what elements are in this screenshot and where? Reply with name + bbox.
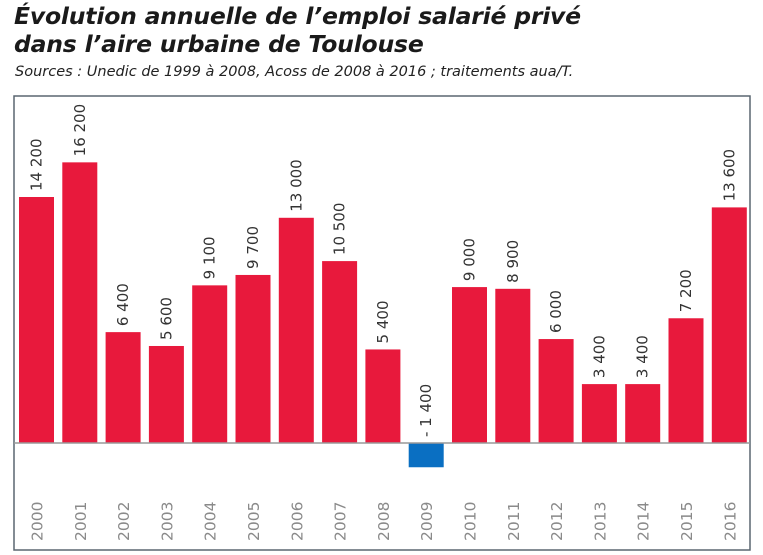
x-tick-label: 2003 xyxy=(158,502,176,541)
data-label: 10 500 xyxy=(331,203,349,256)
data-label: - 1 400 xyxy=(417,384,435,437)
data-label: 13 600 xyxy=(720,149,738,202)
x-tick-label: 2005 xyxy=(245,502,263,541)
data-label: 6 000 xyxy=(547,290,565,333)
x-tick-label: 2012 xyxy=(548,502,566,541)
x-tick-label: 2013 xyxy=(591,502,609,541)
x-tick-label: 2010 xyxy=(462,502,480,541)
bar-2011 xyxy=(495,288,531,443)
bar-2013 xyxy=(581,384,617,443)
data-label: 9 700 xyxy=(244,226,262,269)
bar-2014 xyxy=(625,384,661,443)
data-label: 16 200 xyxy=(71,104,89,157)
x-tick-label: 2015 xyxy=(678,502,696,541)
data-label: 9 100 xyxy=(201,236,219,279)
bar-2007 xyxy=(322,261,358,443)
bar-2005 xyxy=(235,274,271,443)
x-tick-label: 2006 xyxy=(288,502,306,541)
data-label: 5 400 xyxy=(374,300,392,343)
data-label: 3 400 xyxy=(634,335,652,378)
data-label: 7 200 xyxy=(677,269,695,312)
x-tick-label: 2007 xyxy=(332,502,350,541)
bar-2003 xyxy=(148,345,184,443)
plot-frame xyxy=(13,95,751,551)
bar-2010 xyxy=(452,287,487,443)
x-tick-label: 2014 xyxy=(635,502,653,541)
x-tick-label: 2009 xyxy=(418,502,436,541)
x-tick-label: 2001 xyxy=(72,502,90,541)
bar-2001 xyxy=(62,162,98,443)
x-tick-label: 2008 xyxy=(375,502,393,541)
data-label: 14 200 xyxy=(28,139,46,192)
bar-2000 xyxy=(19,197,54,443)
bar-2016 xyxy=(711,207,747,443)
x-tick-label: 2002 xyxy=(115,502,133,541)
x-tick-label: 2011 xyxy=(505,502,523,541)
bar-2012 xyxy=(538,339,574,443)
data-label: 3 400 xyxy=(590,335,608,378)
chart-title: Évolution annuelle de l’emploi salarié p… xyxy=(14,2,581,58)
data-label: 8 900 xyxy=(504,240,522,283)
bar-2009 xyxy=(408,443,444,468)
bar-2004 xyxy=(192,285,228,443)
x-tick-label: 2000 xyxy=(29,502,47,541)
data-label: 5 600 xyxy=(157,297,175,340)
bar-2015 xyxy=(668,318,704,443)
data-label: 9 000 xyxy=(461,238,479,281)
title-line-1: Évolution annuelle de l’emploi salarié p… xyxy=(14,2,581,30)
chart-subtitle: Sources : Unedic de 1999 à 2008, Acoss d… xyxy=(15,64,574,80)
x-tick-label: 2004 xyxy=(202,502,220,541)
data-label: 13 000 xyxy=(287,159,305,212)
x-tick-label: 2016 xyxy=(721,502,739,541)
bar-2002 xyxy=(105,332,141,443)
bar-2008 xyxy=(365,349,401,443)
bar-2006 xyxy=(278,217,314,443)
title-line-2: dans l’aire urbaine de Toulouse xyxy=(14,30,424,58)
data-label: 6 400 xyxy=(114,283,132,326)
